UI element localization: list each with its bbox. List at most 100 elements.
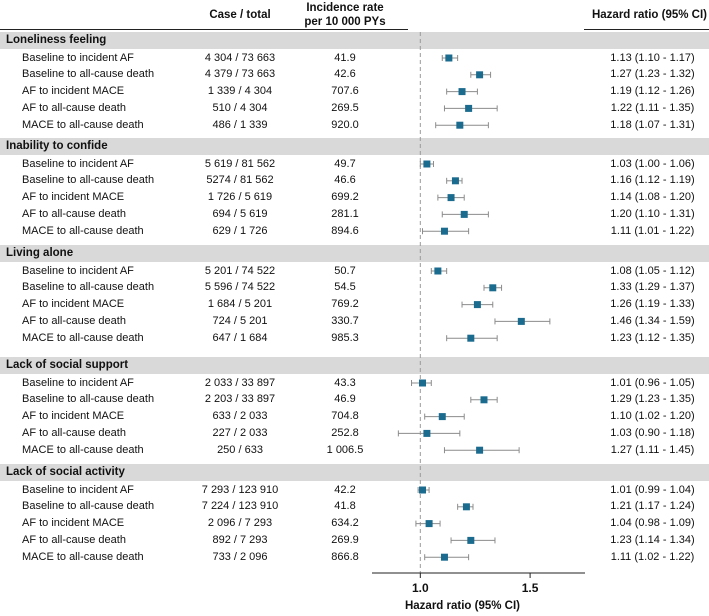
row-incidence-rate: 42.6: [334, 68, 356, 81]
group-title: Inability to confide: [6, 140, 108, 152]
row-incidence-rate: 46.9: [334, 393, 356, 406]
row-case-total: 4 304 / 73 663: [204, 51, 276, 64]
x-tick-label: 1.0: [412, 581, 429, 595]
row-case-total: 486 / 1 339: [212, 118, 268, 131]
row-case-total: 1 726 / 5 619: [207, 191, 273, 204]
row-case-total: 7 224 / 123 910: [201, 500, 279, 513]
row-incidence-rate: 49.7: [334, 157, 356, 170]
group-title: Loneliness feeling: [6, 34, 107, 46]
row-case-total: 733 / 2 096: [212, 550, 268, 563]
hr-marker: [480, 396, 488, 404]
row-hazard-ratio: 1.23 (1.12 - 1.35): [610, 331, 695, 344]
row-incidence-rate: 920.0: [331, 118, 359, 131]
row-hazard-ratio: 1.23 (1.14 - 1.34): [610, 533, 695, 546]
row-case-total: 5 596 / 74 522: [204, 281, 276, 294]
row-label: Baseline to incident AF: [22, 376, 134, 389]
row-hazard-ratio: 1.11 (1.02 - 1.22): [610, 550, 695, 563]
row-hazard-ratio: 1.19 (1.12 - 1.26): [610, 85, 695, 98]
header-underline-right: [584, 29, 709, 30]
row-incidence-rate: 1 006.5: [326, 443, 364, 456]
row-case-total: 633 / 2 033: [212, 410, 268, 423]
row-incidence-rate: 707.6: [331, 85, 359, 98]
hr-marker: [445, 54, 453, 62]
header-incidence-rate-line1: Incidence rate: [306, 2, 384, 14]
row-hazard-ratio: 1.29 (1.23 - 1.35): [610, 393, 695, 406]
row-label: MACE to all-cause death: [22, 118, 144, 131]
group-band: Lack of social support: [0, 357, 709, 374]
row-incidence-rate: 269.9: [331, 533, 359, 546]
row-case-total: 5 201 / 74 522: [204, 264, 276, 277]
row-case-total: 4 379 / 73 663: [204, 68, 276, 81]
row-label: Baseline to all-cause death: [22, 500, 155, 513]
row-hazard-ratio: 1.04 (0.98 - 1.09): [610, 517, 695, 530]
row-label: MACE to all-cause death: [22, 443, 144, 456]
hr-marker: [460, 210, 468, 218]
hr-marker: [465, 104, 473, 112]
row-hazard-ratio: 1.26 (1.19 - 1.33): [610, 298, 695, 311]
row-label: Baseline to all-cause death: [22, 174, 155, 187]
hr-marker: [456, 121, 464, 129]
hr-marker: [467, 334, 475, 342]
row-case-total: 1 684 / 5 201: [207, 298, 273, 311]
row-case-total: 724 / 5 201: [212, 314, 268, 327]
row-case-total: 7 293 / 123 910: [201, 483, 279, 496]
row-hazard-ratio: 1.03 (0.90 - 1.18): [610, 426, 695, 439]
hr-marker: [419, 486, 427, 494]
hr-marker: [425, 520, 433, 528]
hr-marker: [467, 536, 475, 544]
hr-marker: [438, 413, 446, 421]
row-incidence-rate: 704.8: [331, 410, 359, 423]
row-label: Baseline to all-cause death: [22, 68, 155, 81]
row-hazard-ratio: 1.16 (1.12 - 1.19): [610, 174, 695, 187]
row-hazard-ratio: 1.01 (0.96 - 1.05): [610, 376, 695, 389]
row-incidence-rate: 699.2: [331, 191, 359, 204]
header-underline-left: [0, 29, 408, 30]
row-hazard-ratio: 1.11 (1.01 - 1.22): [610, 224, 695, 237]
row-incidence-rate: 894.6: [331, 224, 359, 237]
group-band: Lack of social activity: [0, 464, 709, 481]
row-case-total: 1 339 / 4 304: [207, 85, 273, 98]
row-incidence-rate: 46.6: [334, 174, 356, 187]
row-incidence-rate: 43.3: [334, 376, 356, 389]
row-label: Baseline to all-cause death: [22, 393, 155, 406]
row-hazard-ratio: 1.27 (1.11 - 1.45): [610, 443, 695, 456]
row-hazard-ratio: 1.20 (1.10 - 1.31): [610, 207, 695, 220]
hr-marker: [434, 267, 442, 275]
row-incidence-rate: 769.2: [331, 298, 359, 311]
x-axis-label: Hazard ratio (95% CI): [405, 600, 520, 612]
row-hazard-ratio: 1.33 (1.29 - 1.37): [610, 281, 695, 294]
row-incidence-rate: 281.1: [331, 207, 359, 220]
group-title: Lack of social activity: [6, 466, 125, 478]
row-hazard-ratio: 1.18 (1.07 - 1.31): [610, 118, 695, 131]
row-label: AF to all-cause death: [22, 533, 126, 546]
hr-marker: [473, 301, 481, 309]
row-hazard-ratio: 1.27 (1.23 - 1.32): [610, 68, 695, 81]
row-label: AF to all-cause death: [22, 314, 126, 327]
row-label: AF to incident MACE: [22, 191, 125, 204]
header-case-total: Case / total: [209, 9, 271, 21]
row-label: AF to incident MACE: [22, 517, 125, 530]
row-case-total: 694 / 5 619: [212, 207, 268, 220]
row-case-total: 2 033 / 33 897: [204, 376, 276, 389]
row-case-total: 892 / 7 293: [212, 533, 268, 546]
row-label: MACE to all-cause death: [22, 550, 144, 563]
row-label: Baseline to incident AF: [22, 264, 134, 277]
row-hazard-ratio: 1.10 (1.02 - 1.20): [610, 410, 695, 423]
hr-marker: [476, 446, 484, 454]
row-label: AF to all-cause death: [22, 207, 126, 220]
row-incidence-rate: 41.9: [334, 51, 356, 64]
row-case-total: 5274 / 81 562: [206, 174, 274, 187]
group-title: Lack of social support: [6, 359, 129, 371]
row-label: Baseline to all-cause death: [22, 281, 155, 294]
row-label: AF to incident MACE: [22, 85, 125, 98]
group-band: Living alone: [0, 245, 709, 262]
hr-marker: [423, 160, 431, 168]
row-case-total: 227 / 2 033: [212, 426, 268, 439]
row-hazard-ratio: 1.08 (1.05 - 1.12): [610, 264, 695, 277]
hr-marker: [419, 379, 427, 387]
row-label: MACE to all-cause death: [22, 331, 144, 344]
hr-marker: [440, 553, 448, 561]
row-label: MACE to all-cause death: [22, 224, 144, 237]
row-label: AF to incident MACE: [22, 298, 125, 311]
row-label: Baseline to incident AF: [22, 51, 134, 64]
